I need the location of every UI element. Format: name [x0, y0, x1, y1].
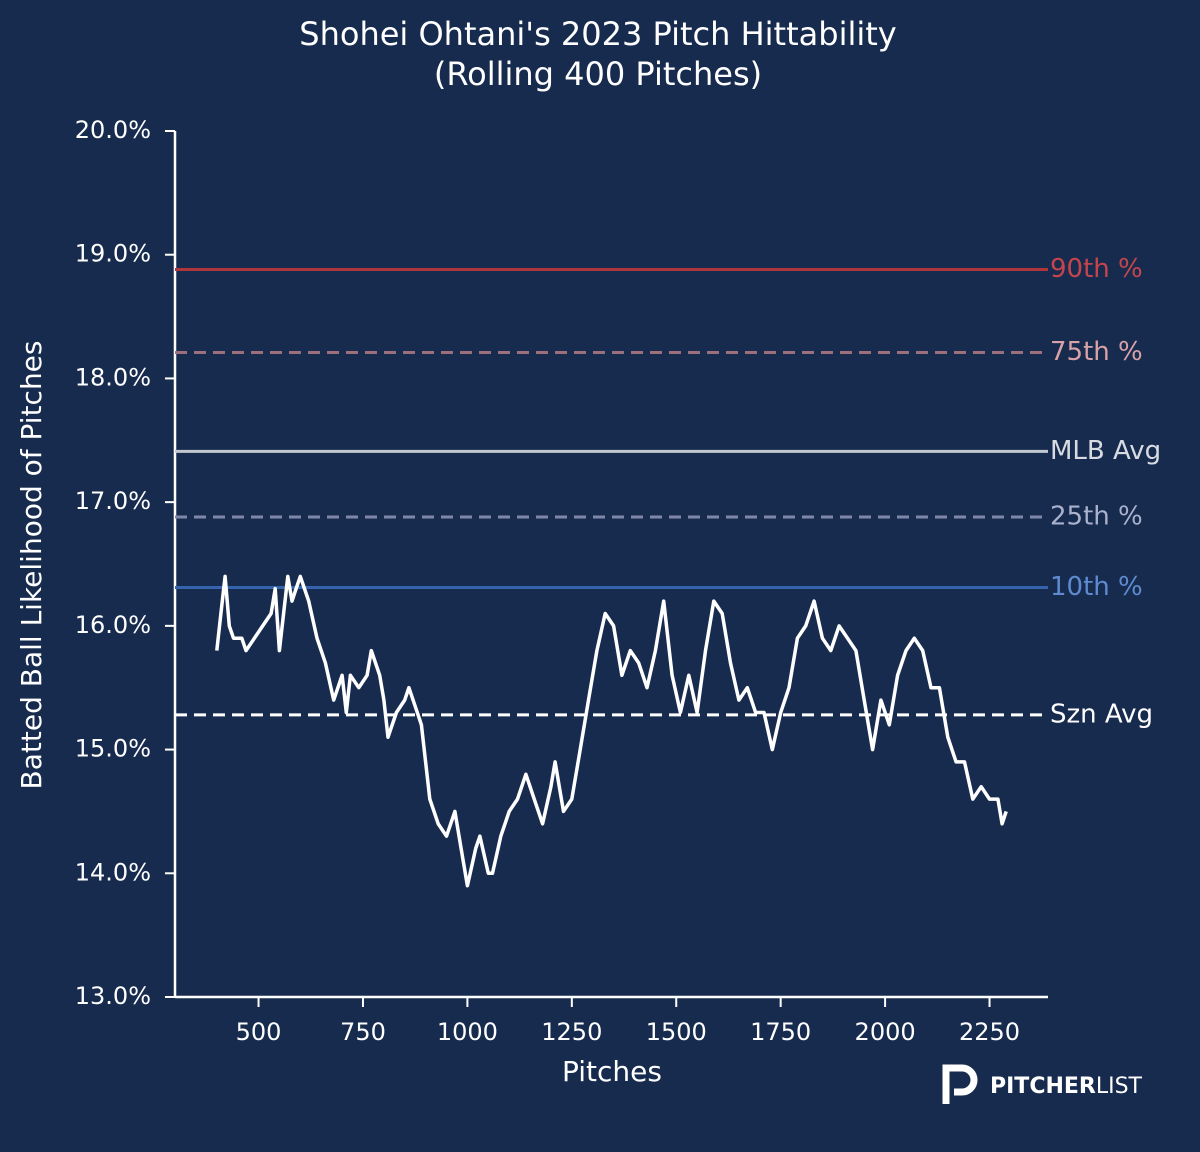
logo: PITCHERLIST [942, 1064, 1143, 1104]
x-tick-label: 1000 [437, 1018, 498, 1046]
y-tick-label: 17.0% [75, 487, 151, 515]
x-tick-label: 2250 [959, 1018, 1020, 1046]
y-tick-label: 14.0% [75, 858, 151, 886]
x-tick-label: 2000 [855, 1018, 916, 1046]
logo-light: LIST [1096, 1074, 1143, 1099]
logo-text: PITCHERLIST [990, 1074, 1143, 1099]
y-tick-label: 13.0% [75, 982, 151, 1010]
reference-label: 75th % [1050, 337, 1143, 367]
logo-icon [942, 1064, 978, 1104]
y-tick-label: 15.0% [75, 735, 151, 763]
reference-label: MLB Avg [1050, 436, 1161, 466]
y-tick-label: 18.0% [75, 363, 151, 391]
data-line [215, 574, 1008, 888]
chart-title: Shohei Ohtani's 2023 Pitch Hittability [299, 15, 896, 53]
x-tick-label: 750 [340, 1018, 386, 1046]
x-tick-label: 1500 [646, 1018, 707, 1046]
reference-label: 90th % [1050, 254, 1143, 284]
x-axis-label: Pitches [562, 1055, 662, 1088]
y-tick-label: 19.0% [75, 240, 151, 268]
x-tick-label: 500 [236, 1018, 282, 1046]
x-tick-label: 1250 [541, 1018, 602, 1046]
reference-label: 25th % [1050, 501, 1143, 531]
y-tick-label: 16.0% [75, 611, 151, 639]
y-axis-label: Batted Ball Likelihood of Pitches [15, 341, 48, 790]
reference-label: Szn Avg [1050, 699, 1153, 729]
reference-label: 10th % [1050, 572, 1143, 602]
x-tick-label: 1750 [750, 1018, 811, 1046]
chart-subtitle: (Rolling 400 Pitches) [434, 55, 762, 93]
y-tick-label: 20.0% [75, 116, 151, 144]
logo-bold: PITCHER [990, 1074, 1096, 1099]
